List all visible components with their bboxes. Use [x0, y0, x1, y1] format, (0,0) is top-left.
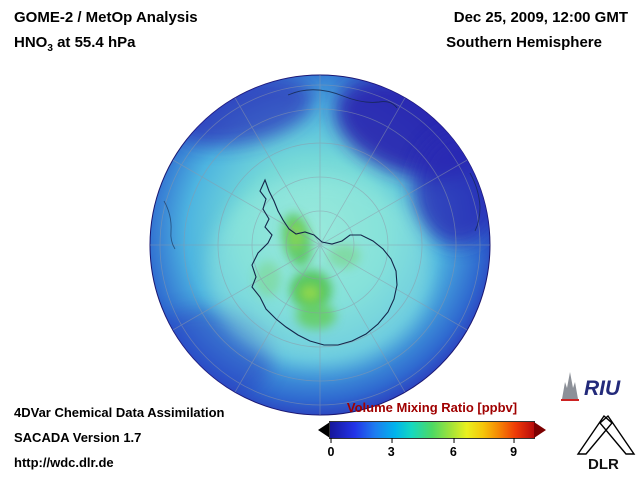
species-level-label: HNO3 at 55.4 hPa [14, 35, 198, 54]
species-subscript: 3 [47, 43, 53, 54]
riu-logo-svg: RIU [561, 372, 621, 401]
datetime-label: Dec 25, 2009, 12:00 GMT [453, 9, 628, 26]
colorbar-title: Volume Mixing Ratio [ppbv] [346, 400, 518, 415]
dlr-logo-text: DLR [588, 456, 619, 472]
antarctica-coastline [163, 89, 481, 346]
globe-svg [149, 74, 491, 416]
riu-logo-text: RIU [584, 377, 621, 400]
colorbar-right-arrow [534, 422, 546, 438]
colorbar-tick-label: 6 [449, 438, 457, 459]
analysis-title: GOME-2 / MetOp Analysis [14, 9, 198, 26]
riu-logo: RIU [558, 370, 634, 402]
pressure-level: at 55.4 hPa [52, 34, 136, 51]
footer-info: 4DVar Chemical Data Assimilation SACADA … [14, 400, 225, 475]
hemisphere-map [148, 73, 492, 417]
hemisphere-label: Southern Hemisphere [446, 34, 602, 51]
colorbar-tick-label: 9 [510, 438, 518, 459]
colorbar-tick-label: 3 [387, 438, 395, 459]
colorbar-bar [318, 421, 546, 439]
graticule [150, 75, 490, 415]
dlr-logo-svg: DLR [576, 414, 636, 473]
colorbar-tick-label: 0 [327, 438, 335, 459]
dlr-wing-icon [576, 414, 636, 455]
wdc-url: http://wdc.dlr.de [14, 455, 114, 470]
colorbar-ticks: 0 3 6 9 [327, 438, 534, 461]
colorbar-left-arrow [318, 422, 330, 438]
colorbar: Volume Mixing Ratio [ppbv] 0 3 6 9 [318, 400, 546, 461]
cathedral-icon [562, 372, 578, 399]
species-name: HNO [14, 34, 48, 51]
assimilation-label: 4DVar Chemical Data Assimilation [14, 405, 225, 420]
header-right: Dec 25, 2009, 12:00 GMT Southern Hemisph… [446, 10, 628, 50]
dlr-logo: DLR [574, 410, 638, 473]
colorbar-gradient [329, 421, 535, 439]
version-label: SACADA Version 1.7 [14, 430, 142, 445]
header-left: GOME-2 / MetOp Analysis HNO3 at 55.4 hPa [14, 10, 198, 54]
